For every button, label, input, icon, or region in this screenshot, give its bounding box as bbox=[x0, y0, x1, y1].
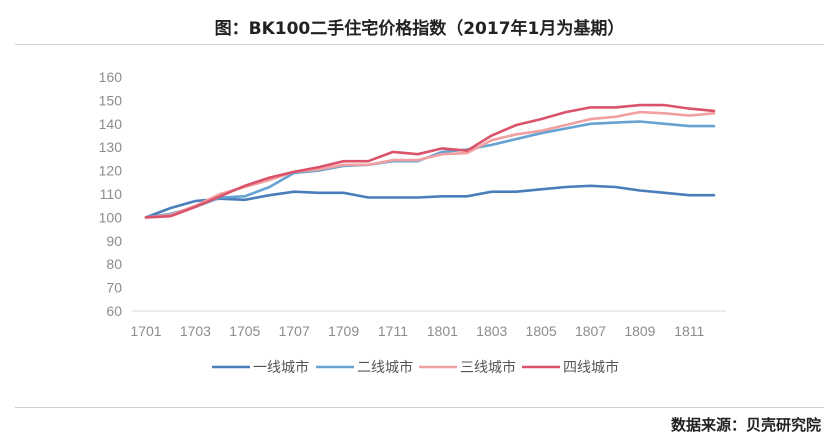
legend-label: 四线城市 bbox=[563, 359, 619, 376]
series-line-3 bbox=[144, 110, 716, 219]
y-tick-label: 110 bbox=[100, 186, 123, 202]
y-tick-label: 160 bbox=[99, 69, 123, 85]
series-lines bbox=[144, 103, 716, 219]
x-tick-label: 1809 bbox=[624, 323, 655, 339]
series-line-2 bbox=[144, 120, 716, 219]
legend: 一线城市 二线城市 三线城市 四线城市 bbox=[212, 359, 619, 376]
y-tick-label: 100 bbox=[99, 209, 123, 225]
chart-title: 图：BK100二手住宅价格指数（2017年1月为基期） bbox=[214, 19, 625, 39]
x-tick-label: 1707 bbox=[279, 323, 310, 339]
x-tick-label: 1711 bbox=[378, 323, 408, 339]
x-tick-label: 1709 bbox=[328, 323, 359, 339]
x-tick-label: 1805 bbox=[526, 323, 557, 339]
legend-label: 三线城市 bbox=[460, 359, 516, 376]
y-tick-label: 60 bbox=[106, 303, 122, 319]
legend-label: 一线城市 bbox=[253, 359, 309, 376]
x-axis: 1701 1703 1705 1707 1709 1711 1801 1803 1805 1807… bbox=[130, 323, 704, 339]
y-tick-label: 150 bbox=[99, 92, 123, 108]
x-tick-label: 1811 bbox=[674, 323, 704, 339]
x-tick-label: 1803 bbox=[476, 323, 507, 339]
x-tick-label: 1801 bbox=[427, 323, 458, 339]
y-axis: 60 70 80 90 100 110 120 130 140 150 160 bbox=[99, 69, 123, 319]
y-tick-label: 140 bbox=[99, 116, 123, 132]
title-divider bbox=[15, 44, 824, 45]
x-tick-label: 1703 bbox=[180, 323, 211, 339]
series-line-1 bbox=[144, 184, 716, 219]
x-tick-label: 1705 bbox=[229, 323, 260, 339]
x-tick-label: 1701 bbox=[130, 323, 161, 339]
y-tick-label: 90 bbox=[106, 233, 122, 249]
x-tick-label: 1807 bbox=[575, 323, 606, 339]
legend-label: 二线城市 bbox=[357, 359, 413, 376]
footer-divider bbox=[15, 407, 824, 408]
y-tick-label: 80 bbox=[106, 256, 122, 272]
y-tick-label: 120 bbox=[99, 163, 123, 179]
source-note: 数据来源：贝壳研究院 bbox=[670, 416, 821, 434]
series-line-4 bbox=[144, 103, 716, 219]
y-tick-label: 70 bbox=[106, 280, 122, 296]
y-tick-label: 130 bbox=[99, 139, 123, 155]
